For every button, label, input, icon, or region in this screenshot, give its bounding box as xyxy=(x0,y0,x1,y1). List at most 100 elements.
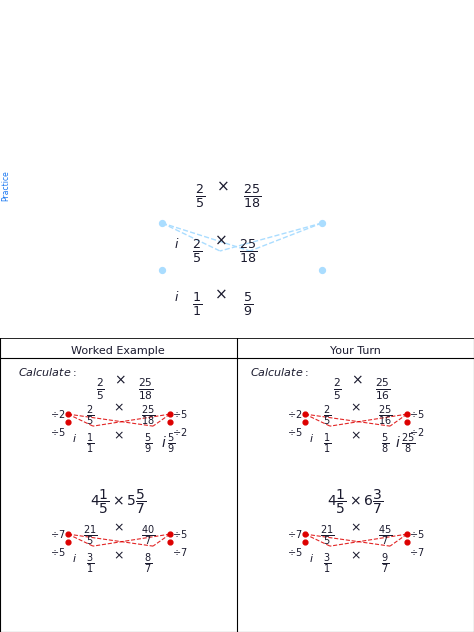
Point xyxy=(64,409,72,419)
Text: $\frac{3}{1}$: $\frac{3}{1}$ xyxy=(86,552,94,576)
Text: Intelligent
Practice: Intelligent Practice xyxy=(372,100,425,121)
Text: $\times$: $\times$ xyxy=(214,286,227,301)
Text: $\div 7$: $\div 7$ xyxy=(287,528,303,540)
Text: $\frac{25}{18}$: $\frac{25}{18}$ xyxy=(138,376,154,402)
Point xyxy=(64,537,72,547)
Text: $\frac{5}{9}$: $\frac{5}{9}$ xyxy=(243,290,253,318)
Text: $\it{Calculate:}$: $\it{Calculate:}$ xyxy=(18,366,76,378)
Text: $\frac{8}{7}$: $\frac{8}{7}$ xyxy=(144,552,152,576)
Text: $\div 5$: $\div 5$ xyxy=(172,528,188,540)
Text: $\div 5$: $\div 5$ xyxy=(143,272,161,284)
Point xyxy=(301,537,309,547)
Point xyxy=(158,265,166,275)
Point xyxy=(166,537,174,547)
Text: $\div 5$: $\div 5$ xyxy=(409,528,425,540)
Text: $\frac{25}{18}$: $\frac{25}{18}$ xyxy=(141,404,155,428)
Text: ◉: ◉ xyxy=(143,135,170,164)
Text: $\frac{25}{18}$: $\frac{25}{18}$ xyxy=(239,237,257,265)
Text: $\times$: $\times$ xyxy=(351,373,363,387)
Text: $\frac{9}{7}$: $\frac{9}{7}$ xyxy=(381,552,389,576)
Point xyxy=(64,417,72,427)
Text: $\div 5$: $\div 5$ xyxy=(287,546,303,558)
Text: $\frac{21}{5}$: $\frac{21}{5}$ xyxy=(83,524,97,549)
Text: ✎: ✎ xyxy=(262,135,288,164)
Text: Cross Cancelling: Cross Cancelling xyxy=(127,52,347,76)
Text: $\times$: $\times$ xyxy=(350,549,360,562)
Text: $\frac{1}{1}$: $\frac{1}{1}$ xyxy=(86,432,94,456)
Text: Your Turn: Your Turn xyxy=(329,346,381,356)
Point xyxy=(166,417,174,427)
Text: Practice: Practice xyxy=(1,171,10,202)
Text: $\frac{25}{16}$: $\frac{25}{16}$ xyxy=(378,404,392,428)
Text: $\it{i}$: $\it{i}$ xyxy=(310,552,315,564)
Point xyxy=(301,409,309,419)
Text: $\frac{45}{7}$: $\frac{45}{7}$ xyxy=(378,524,392,549)
Text: $\it{i}$: $\it{i}$ xyxy=(73,432,78,444)
Text: $\div 5$: $\div 5$ xyxy=(287,426,303,438)
Text: $\frac{1}{1}$: $\frac{1}{1}$ xyxy=(192,290,202,318)
Text: $\div 5$: $\div 5$ xyxy=(50,546,66,558)
Text: $\times$: $\times$ xyxy=(114,373,126,387)
Text: $4\dfrac{1}{5} \times 5\dfrac{5}{7}$: $4\dfrac{1}{5} \times 5\dfrac{5}{7}$ xyxy=(90,488,146,516)
Text: $\div 2$: $\div 2$ xyxy=(143,225,161,237)
Text: $\div 2$: $\div 2$ xyxy=(50,408,66,420)
Text: Narration: Narration xyxy=(132,100,181,110)
Text: $\it{Calculate:}$: $\it{Calculate:}$ xyxy=(250,366,309,378)
Text: $\it{i}$: $\it{i}$ xyxy=(174,237,180,251)
Text: ♫: ♫ xyxy=(29,135,56,164)
Text: $\div 7$: $\div 7$ xyxy=(50,528,66,540)
Point xyxy=(403,529,411,539)
Point xyxy=(318,218,326,228)
Text: $\div 7$: $\div 7$ xyxy=(409,546,425,558)
Text: $\frac{21}{5}$: $\frac{21}{5}$ xyxy=(320,524,334,549)
Text: $\frac{1}{1}$: $\frac{1}{1}$ xyxy=(323,432,331,456)
Text: $\it{i}\,\frac{5}{9}$: $\it{i}\,\frac{5}{9}$ xyxy=(161,432,175,456)
Text: $\times$: $\times$ xyxy=(350,521,360,534)
Text: ❄: ❄ xyxy=(385,135,411,164)
Text: $\frac{5}{9}$: $\frac{5}{9}$ xyxy=(144,432,152,456)
Text: $\times$: $\times$ xyxy=(113,429,123,442)
Point xyxy=(158,218,166,228)
Point xyxy=(301,529,309,539)
Point xyxy=(64,529,72,539)
Text: $\div 5$: $\div 5$ xyxy=(310,225,327,237)
Text: $\div 2$: $\div 2$ xyxy=(410,426,425,438)
Text: $\times$: $\times$ xyxy=(350,401,360,414)
Text: $\frac{2}{5}$: $\frac{2}{5}$ xyxy=(323,404,331,428)
Point xyxy=(166,529,174,539)
Text: $\it{i}\,\frac{25}{8}$: $\it{i}\,\frac{25}{8}$ xyxy=(395,432,415,456)
Text: $\times$: $\times$ xyxy=(113,521,123,534)
Text: $\it{i}$: $\it{i}$ xyxy=(310,432,315,444)
Point xyxy=(403,537,411,547)
Text: $\frac{25}{16}$: $\frac{25}{16}$ xyxy=(375,376,391,402)
Text: Multiplying Fractions:: Multiplying Fractions: xyxy=(92,18,382,42)
Text: $\times$: $\times$ xyxy=(113,549,123,562)
Text: $\frac{3}{1}$: $\frac{3}{1}$ xyxy=(323,552,331,576)
Point xyxy=(301,417,309,427)
Point xyxy=(166,409,174,419)
Text: $\div 2$: $\div 2$ xyxy=(287,408,303,420)
Text: $\times$: $\times$ xyxy=(350,429,360,442)
Point xyxy=(403,409,411,419)
Text: $4\dfrac{1}{5} \times 6\dfrac{3}{7}$: $4\dfrac{1}{5} \times 6\dfrac{3}{7}$ xyxy=(327,488,383,516)
Text: $\frac{5}{8}$: $\frac{5}{8}$ xyxy=(381,432,389,456)
Point xyxy=(318,265,326,275)
Text: $\frac{2}{5}$: $\frac{2}{5}$ xyxy=(192,237,202,265)
Point xyxy=(403,417,411,427)
Text: $\times$: $\times$ xyxy=(113,401,123,414)
Text: $\frac{2}{5}$: $\frac{2}{5}$ xyxy=(96,376,104,402)
Text: $\div 5$: $\div 5$ xyxy=(50,426,66,438)
Text: $\it{i}$: $\it{i}$ xyxy=(174,290,180,304)
Text: $\frac{25}{18}$: $\frac{25}{18}$ xyxy=(243,182,261,210)
Text: $\times$: $\times$ xyxy=(214,233,227,248)
Text: $\it{i}$: $\it{i}$ xyxy=(73,552,78,564)
Text: $\frac{2}{5}$: $\frac{2}{5}$ xyxy=(333,376,341,402)
Text: Silent
Teacher: Silent Teacher xyxy=(22,100,63,121)
Text: $\div 7$: $\div 7$ xyxy=(172,546,188,558)
Text: Worked Example: Worked Example xyxy=(71,346,165,356)
Text: $\div 2$: $\div 2$ xyxy=(310,272,327,284)
Text: $\div 5$: $\div 5$ xyxy=(172,408,188,420)
Text: $\times$: $\times$ xyxy=(216,178,228,193)
Text: $\div 5$: $\div 5$ xyxy=(409,408,425,420)
Text: $\div 2$: $\div 2$ xyxy=(173,426,188,438)
